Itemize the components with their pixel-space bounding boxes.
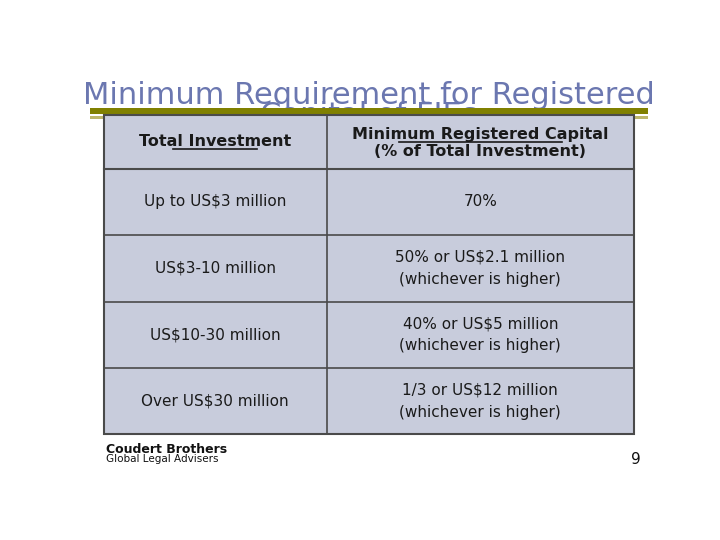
Bar [104, 115, 634, 434]
Text: Global Legal Advisers: Global Legal Advisers [106, 454, 218, 464]
Text: Capital of FIEs: Capital of FIEs [260, 101, 478, 130]
Text: Minimum Requirement for Registered: Minimum Requirement for Registered [83, 81, 655, 110]
Text: US$10-30 million: US$10-30 million [150, 327, 281, 342]
Text: (% of Total Investment): (% of Total Investment) [374, 144, 586, 159]
Text: 9: 9 [631, 451, 642, 467]
Text: Over US$30 million: Over US$30 million [141, 394, 289, 409]
Text: Minimum Registered Capital: Minimum Registered Capital [352, 127, 608, 143]
Text: 1/3 or US$12 million
(whichever is higher): 1/3 or US$12 million (whichever is highe… [400, 383, 561, 420]
Text: 50% or US$2.1 million
(whichever is higher): 50% or US$2.1 million (whichever is high… [395, 250, 565, 287]
Text: US$3-10 million: US$3-10 million [155, 261, 276, 276]
Text: 40% or US$5 million
(whichever is higher): 40% or US$5 million (whichever is higher… [400, 316, 561, 353]
Bar [90, 108, 648, 114]
Text: Total Investment: Total Investment [139, 134, 292, 149]
Text: Coudert Brothers: Coudert Brothers [106, 443, 227, 456]
Bar [104, 115, 634, 434]
Text: Up to US$3 million: Up to US$3 million [144, 194, 287, 210]
Text: 70%: 70% [464, 194, 498, 210]
Bar [90, 116, 648, 119]
